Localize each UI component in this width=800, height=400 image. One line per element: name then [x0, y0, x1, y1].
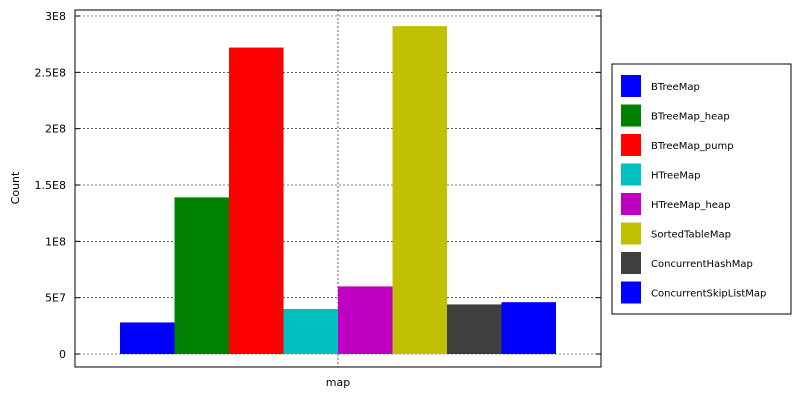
legend-swatch — [621, 104, 641, 127]
legend-label: ConcurrentSkipListMap — [651, 289, 766, 300]
y-tick-label: 2.5E8 — [35, 66, 66, 79]
legend-label: HTreeMap_heap — [651, 200, 730, 211]
legend-swatch — [621, 252, 641, 274]
y-axis-label: Count — [9, 171, 22, 204]
bar-btreemap-pump — [229, 47, 284, 355]
legend-label: ConcurrentHashMap — [651, 259, 753, 270]
bar-btreemap-heap — [174, 197, 229, 354]
y-tick-label: 0 — [59, 348, 66, 361]
bar-htreemap — [283, 308, 338, 354]
bars — [120, 26, 556, 355]
legend-label: BTreeMap — [651, 82, 700, 93]
y-tick-label: 1.5E8 — [35, 179, 66, 192]
plot-frame — [74, 9, 602, 368]
legend: BTreeMap BTreeMap_heap BTreeMap_pump HTreeM… — [611, 63, 792, 315]
legend-frame — [611, 63, 792, 315]
legend-swatch — [621, 75, 641, 97]
y-tick-label: 1E8 — [45, 235, 66, 248]
x-axis-ticks: map — [326, 376, 350, 389]
legend-label: BTreeMap_heap — [651, 112, 730, 123]
legend-swatch — [621, 134, 641, 156]
bar-concurrenthashmap — [447, 304, 502, 354]
y-tick-label: 3E8 — [45, 10, 66, 23]
legend-swatch — [621, 163, 641, 186]
y-tick-label: 2E8 — [45, 123, 66, 136]
legend-swatch — [621, 193, 641, 215]
bar-btreemap — [120, 322, 175, 354]
x-tick-label: map — [326, 376, 350, 389]
legend-label: HTreeMap — [651, 171, 700, 182]
legend-label: BTreeMap_pump — [651, 141, 734, 152]
y-tick-label: 5E7 — [45, 292, 66, 305]
bar-htreemap-heap — [338, 286, 393, 354]
y-axis-ticks: 0 5E7 1E8 1.5E8 2E8 2.5E8 3E8 — [35, 10, 601, 361]
bar-concurrentskiplistmap — [501, 302, 556, 354]
legend-label: SortedTableMap — [651, 230, 731, 241]
legend-swatch — [621, 281, 641, 304]
legend-swatch — [621, 222, 641, 245]
bar-sortedtablemap — [392, 26, 447, 354]
